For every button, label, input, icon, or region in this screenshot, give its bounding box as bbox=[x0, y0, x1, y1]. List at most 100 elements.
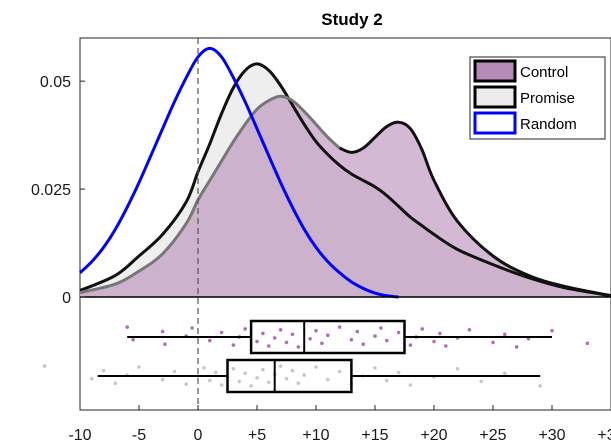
data-point bbox=[290, 332, 295, 337]
data-point bbox=[514, 345, 519, 349]
data-point bbox=[42, 364, 47, 368]
data-point bbox=[261, 331, 265, 336]
data-point bbox=[219, 383, 224, 387]
data-point bbox=[396, 370, 401, 375]
chart-title: Study 2 bbox=[321, 10, 382, 29]
x-tick-label: -10 bbox=[68, 427, 91, 444]
data-point bbox=[243, 371, 247, 376]
data-point bbox=[261, 367, 265, 372]
data-point bbox=[113, 381, 118, 386]
x-tick-label: +15 bbox=[361, 427, 388, 444]
data-point bbox=[479, 379, 484, 384]
control-density-line-right bbox=[339, 120, 611, 298]
data-point bbox=[208, 338, 212, 343]
boxplots bbox=[97, 319, 552, 394]
data-point bbox=[160, 377, 165, 382]
data-point bbox=[491, 340, 495, 345]
y-tick-label: 0.05 bbox=[40, 74, 71, 91]
data-point bbox=[373, 334, 377, 338]
x-tick-label: +25 bbox=[479, 427, 506, 444]
data-point bbox=[278, 364, 283, 368]
data-point bbox=[379, 326, 383, 330]
data-point bbox=[503, 371, 507, 376]
data-point bbox=[408, 343, 413, 347]
data-point bbox=[278, 328, 283, 332]
data-point bbox=[237, 379, 242, 384]
x-axis-ticks: -10 -5 0 +5 +10 +15 +20 +25 +30 +35 bbox=[68, 405, 611, 444]
legend-label-promise: Promise bbox=[520, 90, 575, 107]
data-point bbox=[208, 378, 212, 383]
data-point bbox=[231, 367, 236, 371]
data-point bbox=[296, 381, 301, 386]
data-point bbox=[355, 329, 360, 334]
data-point bbox=[314, 365, 318, 369]
data-point bbox=[255, 339, 259, 344]
x-tick-label: +10 bbox=[302, 427, 329, 444]
y-tick-label: 0.025 bbox=[31, 182, 71, 199]
control-density-fill bbox=[80, 96, 611, 297]
legend-label-control: Control bbox=[520, 64, 568, 81]
data-point bbox=[202, 366, 206, 370]
data-point bbox=[337, 369, 342, 374]
data-point bbox=[326, 377, 330, 382]
control-box bbox=[249, 319, 406, 355]
y-tick-label: 0 bbox=[62, 290, 71, 307]
x-tick-label: -5 bbox=[132, 427, 146, 444]
data-point bbox=[125, 325, 129, 329]
legend-swatch-random bbox=[473, 111, 517, 135]
data-point bbox=[337, 325, 342, 329]
data-point bbox=[438, 331, 442, 336]
data-point bbox=[284, 340, 289, 345]
data-point bbox=[190, 326, 194, 330]
data-point bbox=[408, 383, 413, 387]
data-point bbox=[249, 384, 253, 388]
x-tick-label: +5 bbox=[248, 427, 266, 444]
legend: Control Promise Random bbox=[469, 56, 606, 140]
data-point bbox=[361, 342, 366, 347]
data-point bbox=[296, 345, 301, 349]
data-point bbox=[172, 369, 177, 374]
data-point bbox=[385, 378, 389, 383]
legend-label-random: Random bbox=[520, 116, 577, 133]
x-tick-label: +20 bbox=[420, 427, 447, 444]
data-point bbox=[314, 328, 318, 333]
data-point bbox=[503, 332, 507, 337]
data-point bbox=[131, 337, 135, 342]
control-density-line-left bbox=[79, 94, 341, 295]
promise-box bbox=[226, 358, 353, 394]
data-point bbox=[213, 370, 218, 375]
legend-swatch-promise bbox=[473, 85, 517, 109]
density-fills bbox=[80, 63, 611, 298]
data-point bbox=[160, 329, 165, 334]
x-tick-label: +35 bbox=[597, 427, 611, 444]
data-point bbox=[538, 384, 542, 388]
data-point bbox=[420, 327, 425, 331]
data-point bbox=[467, 328, 472, 332]
data-point bbox=[373, 366, 377, 370]
data-point bbox=[101, 368, 106, 373]
data-point bbox=[219, 330, 224, 335]
data-point bbox=[308, 337, 312, 341]
data-point bbox=[396, 330, 401, 335]
data-point bbox=[444, 344, 448, 348]
data-point bbox=[550, 328, 554, 333]
data-point bbox=[585, 341, 590, 346]
data-point bbox=[163, 342, 167, 347]
data-point bbox=[267, 344, 271, 348]
data-point bbox=[385, 338, 389, 343]
data-point bbox=[455, 367, 460, 371]
data-point bbox=[326, 333, 330, 338]
x-tick-label: 0 bbox=[194, 427, 203, 444]
legend-swatch-control bbox=[473, 59, 517, 83]
data-point bbox=[320, 341, 324, 346]
data-point bbox=[184, 382, 188, 386]
y-axis-ticks: 0 0.025 0.05 bbox=[31, 74, 85, 307]
data-point bbox=[272, 336, 277, 340]
data-point bbox=[432, 339, 436, 344]
data-point bbox=[349, 337, 354, 342]
data-point bbox=[284, 376, 289, 381]
data-point bbox=[137, 365, 141, 369]
data-point bbox=[267, 380, 271, 385]
data-point bbox=[231, 343, 236, 347]
